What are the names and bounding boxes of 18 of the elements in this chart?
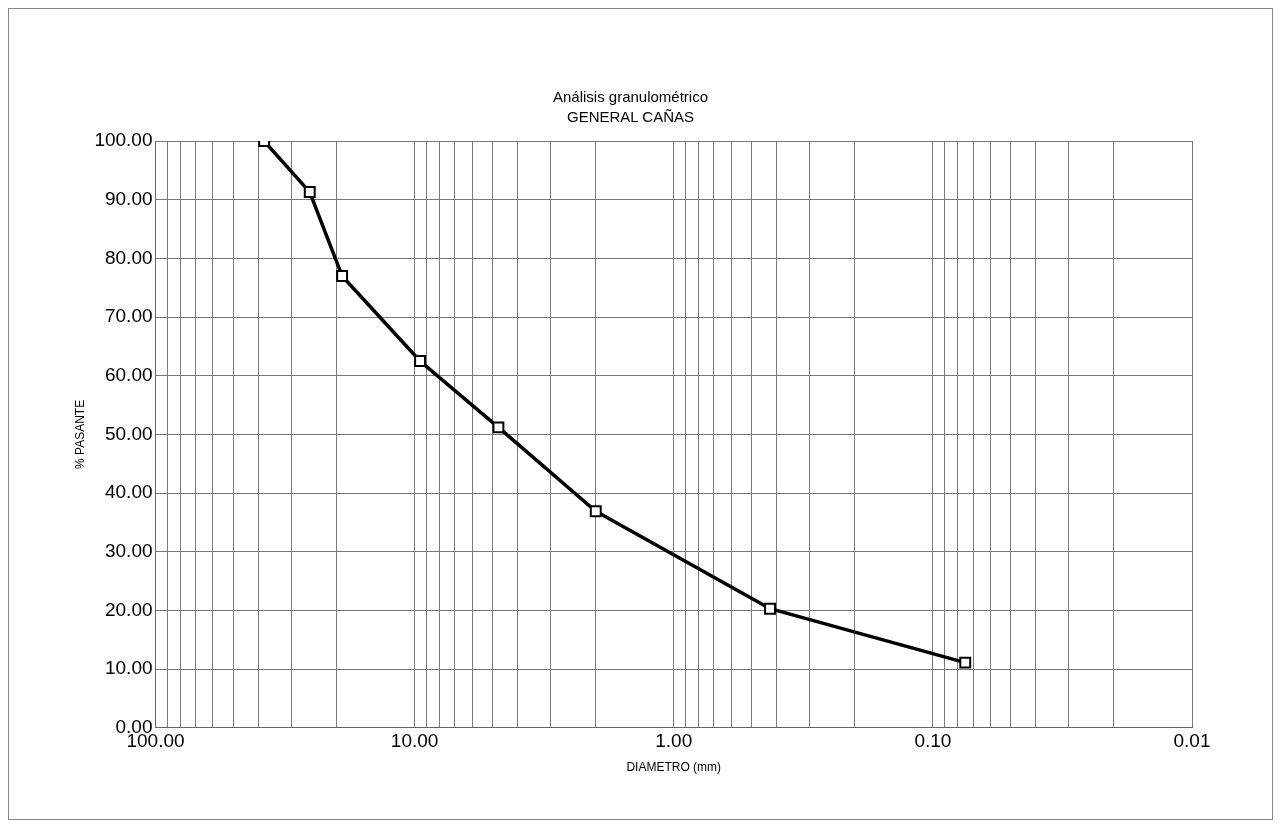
x-tick-label: 0.01 <box>1173 730 1211 752</box>
y-tick-label: 70.00 <box>104 305 153 327</box>
x-axis-title: DIAMETRO (mm) <box>626 760 722 775</box>
x-tick-label: 0.10 <box>914 730 952 752</box>
chart-title: Análisis granulométrico <box>552 88 709 106</box>
y-tick-label: 10.00 <box>104 657 153 679</box>
chart-subtitle: GENERAL CAÑAS <box>567 108 694 126</box>
y-axis-title: % PASANTE <box>72 399 87 469</box>
y-tick-label: 20.00 <box>104 598 153 620</box>
y-tick-label: 40.00 <box>104 481 153 503</box>
x-tick-label: 1.00 <box>655 730 693 752</box>
y-tick-label: 80.00 <box>104 246 153 268</box>
y-tick-label: 50.00 <box>104 422 153 444</box>
y-tick-label: 90.00 <box>104 187 153 209</box>
y-tick-label: 60.00 <box>104 363 153 385</box>
x-tick-label: 10.00 <box>390 730 439 752</box>
y-tick-label: 100.00 <box>94 129 153 151</box>
y-tick-label: 30.00 <box>104 539 153 561</box>
